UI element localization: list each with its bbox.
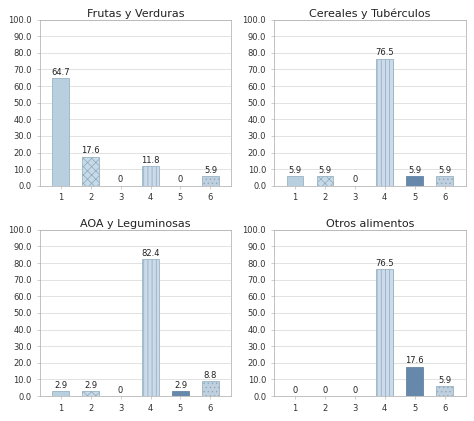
Bar [202, 176, 219, 186]
Bar [376, 269, 393, 396]
Bar [52, 78, 69, 186]
Bar [437, 176, 453, 186]
Text: 82.4: 82.4 [141, 249, 160, 258]
Text: 2.9: 2.9 [54, 381, 67, 390]
Text: 2.9: 2.9 [84, 381, 97, 390]
Title: Otros alimentos: Otros alimentos [326, 219, 414, 229]
Text: 76.5: 76.5 [375, 48, 394, 57]
Bar [202, 381, 219, 396]
Bar [142, 259, 159, 396]
Text: 0: 0 [118, 386, 123, 395]
Text: 0: 0 [352, 386, 357, 395]
Text: 17.6: 17.6 [81, 146, 100, 155]
Bar [82, 391, 99, 396]
Text: 64.7: 64.7 [51, 68, 70, 77]
Bar [52, 391, 69, 396]
Bar [407, 367, 423, 396]
Text: 5.9: 5.9 [204, 165, 217, 175]
Text: 5.9: 5.9 [408, 165, 421, 175]
Bar [172, 391, 189, 396]
Bar [376, 59, 393, 186]
Text: 76.5: 76.5 [375, 258, 394, 268]
Bar [437, 386, 453, 396]
Text: 8.8: 8.8 [204, 371, 217, 380]
Bar [82, 157, 99, 186]
Bar [287, 176, 303, 186]
Bar [142, 166, 159, 186]
Text: 0: 0 [118, 176, 123, 184]
Title: Cereales y Tubérculos: Cereales y Tubérculos [309, 8, 430, 19]
Text: 5.9: 5.9 [288, 165, 301, 175]
Text: 5.9: 5.9 [438, 376, 451, 385]
Text: 0: 0 [292, 386, 297, 395]
Text: 17.6: 17.6 [405, 357, 424, 365]
Text: 11.8: 11.8 [141, 156, 160, 165]
Text: 5.9: 5.9 [438, 165, 451, 175]
Title: AOA y Leguminosas: AOA y Leguminosas [80, 219, 191, 229]
Text: 5.9: 5.9 [318, 165, 331, 175]
Text: 0: 0 [178, 176, 183, 184]
Bar [407, 176, 423, 186]
Text: 0: 0 [352, 176, 357, 184]
Text: 0: 0 [322, 386, 328, 395]
Text: 2.9: 2.9 [174, 381, 187, 390]
Bar [317, 176, 333, 186]
Title: Frutas y Verduras: Frutas y Verduras [87, 9, 184, 19]
